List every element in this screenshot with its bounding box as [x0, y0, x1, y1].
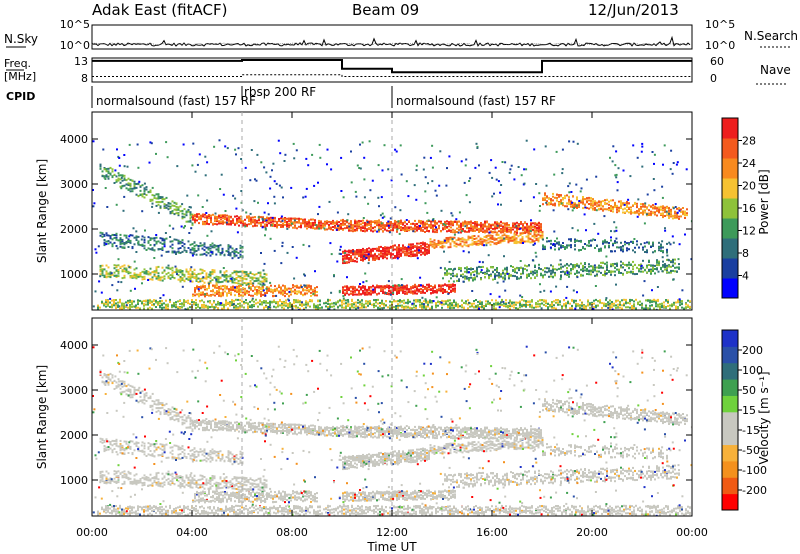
velocity-band-11 [542, 443, 668, 460]
colorbar-tick: 50 [742, 384, 756, 397]
y-tick-2000: 2000 [60, 223, 88, 236]
power-speckles [92, 139, 692, 310]
freq-tick-13: 13 [74, 55, 88, 68]
power-colorbar-label: Power [dB] [757, 169, 771, 234]
x-tick-2: 08:00 [276, 526, 308, 539]
power-band-2 [342, 218, 542, 234]
noise-left-tick-top: 10^5 [60, 18, 90, 31]
colorbar-tick: 4 [742, 270, 749, 283]
cpid-label: CPID [6, 90, 35, 103]
time-x-axis: 00:00 04:00 08:00 12:00 16:00 20:00 00:00 [76, 112, 708, 539]
y-tick-2000: 2000 [60, 429, 88, 442]
frequency-panel: Freq. [MHz] 13 8 60 0 Nave [4, 55, 791, 85]
freq-label: Freq. [4, 57, 31, 70]
velocity-band-1 [192, 419, 342, 437]
velocity-colorbar-label: Velocity [m s⁻¹] [757, 371, 771, 464]
noise-right-tick-bottom: 10^0 [705, 39, 735, 52]
time-x-label: Time UT [366, 540, 417, 554]
power-band-0 [99, 163, 194, 226]
colorbar-tick: 28 [742, 135, 756, 148]
cpid-segment-2: rbsp 200 RF [244, 85, 316, 99]
colorbar-tick: 100 [742, 364, 763, 377]
noise-trace [91, 35, 691, 47]
velocity-band-7 [99, 470, 268, 493]
freq-tick-8: 8 [81, 72, 88, 85]
velocity-band-4 [342, 447, 430, 471]
cpid-segment-3: normalsound (fast) 157 RF [396, 94, 556, 108]
y-tick-4000: 4000 [60, 133, 88, 146]
velocity-band-10 [442, 464, 680, 489]
date-title: 12/Jun/2013 [588, 1, 679, 19]
noise-right-label: N.Search [744, 29, 798, 43]
y-tick-3000: 3000 [60, 384, 88, 397]
x-tick-6: 00:00 [676, 526, 708, 539]
power-y-label: Slant Range [km] [35, 159, 49, 263]
power-band-6 [342, 283, 456, 296]
noise-panel: N.Sky 10^5 10^0 10^5 10^0 N.Search [4, 18, 798, 52]
velocity-band-6 [342, 489, 456, 502]
nave-label: Nave [760, 63, 791, 77]
power-band-11 [542, 237, 668, 254]
colorbar-tick: -15 [742, 424, 760, 437]
x-tick-1: 04:00 [176, 526, 208, 539]
y-tick-3000: 3000 [60, 178, 88, 191]
colorbar-tick: 20 [742, 180, 756, 193]
x-tick-4: 16:00 [476, 526, 508, 539]
power-band-4 [342, 241, 430, 265]
power-band-3 [542, 192, 688, 220]
colorbar-tick: 24 [742, 157, 756, 170]
power-band-9 [99, 231, 244, 260]
freq-unit-label: [MHz] [4, 70, 36, 83]
power-band-10 [442, 258, 680, 283]
power-band-12 [97, 298, 691, 310]
velocity-band-2 [342, 424, 542, 440]
cpid-panel: CPID normalsound (fast) 157 RF rbsp 200 … [6, 85, 556, 108]
beam-title: Beam 09 [352, 1, 419, 19]
nave-line [92, 74, 692, 77]
nave-tick-0: 0 [710, 72, 717, 85]
y-tick-1000: 1000 [60, 268, 88, 281]
velocity-y-axis: 1000 2000 3000 4000 [60, 339, 692, 487]
power-y-axis: 1000 2000 3000 4000 [60, 133, 692, 281]
noise-right-tick-top: 10^5 [705, 18, 735, 31]
velocity-y-label: Slant Range [km] [35, 365, 49, 469]
velocity-colorbar: 200 100 50 15 -15 -50 -100 -200 [721, 329, 767, 511]
colorbar-tick: -100 [742, 464, 767, 477]
cpid-segment-1: normalsound (fast) 157 RF [96, 94, 256, 108]
velocity-band-8 [192, 490, 318, 504]
nave-tick-60: 60 [710, 55, 724, 68]
velocity-band-0 [99, 369, 194, 432]
power-colorbar: 28 24 20 16 12 8 4 [721, 117, 756, 299]
velocity-band-12 [97, 504, 691, 516]
colorbar-tick: 200 [742, 344, 763, 357]
velocity-band-3 [542, 398, 688, 426]
velocity-band-9 [99, 437, 244, 466]
velocity-band-5 [429, 436, 544, 455]
colorbar-tick: 8 [742, 247, 749, 260]
power-band-8 [192, 284, 318, 298]
colorbar-tick: -50 [742, 444, 760, 457]
colorbar-tick: 12 [742, 225, 756, 238]
noise-left-tick-bottom: 10^0 [60, 39, 90, 52]
y-tick-1000: 1000 [60, 474, 88, 487]
x-tick-0: 00:00 [76, 526, 108, 539]
noise-left-label: N.Sky [4, 32, 38, 46]
colorbar-tick: 16 [742, 202, 756, 215]
power-band-7 [99, 264, 268, 287]
site-title: Adak East (fitACF) [92, 1, 227, 19]
x-tick-5: 20:00 [576, 526, 608, 539]
colorbar-tick: -200 [742, 484, 767, 497]
y-tick-4000: 4000 [60, 339, 88, 352]
power-band-5 [429, 230, 544, 249]
colorbar-tick: 15 [742, 404, 756, 417]
x-tick-3: 12:00 [376, 526, 408, 539]
velocity-speckles [92, 345, 692, 516]
frequency-line [92, 59, 692, 74]
power-band-1 [192, 213, 342, 231]
power-panel: 1000 2000 3000 4000 Slant Range [km] 28 24 20… [35, 111, 771, 311]
